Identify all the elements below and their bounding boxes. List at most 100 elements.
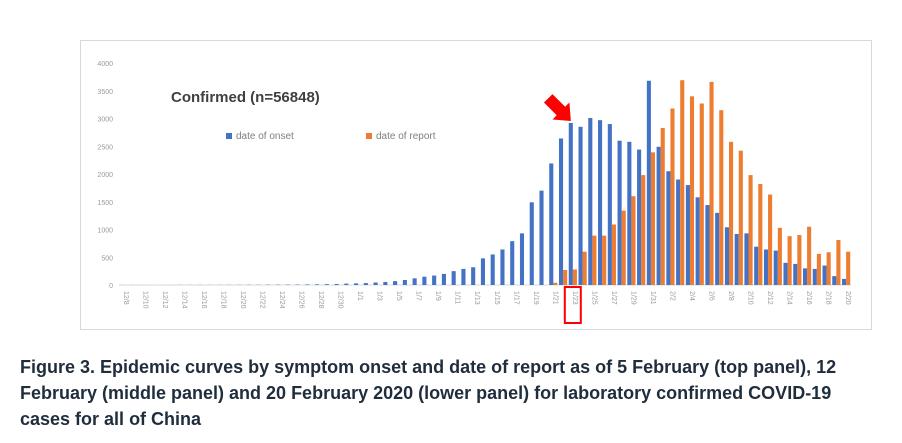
- bar-onset-1-23: [568, 122, 573, 285]
- bar-report-2-15: [797, 235, 802, 285]
- bar-onset-2-19: [832, 276, 837, 285]
- bar-report-2-13: [777, 227, 782, 285]
- x-tick-label: 2/10: [747, 291, 754, 305]
- bar-report-1-25: [592, 235, 597, 285]
- y-tick-label: 3500: [97, 89, 113, 96]
- x-tick-label: 12/18: [219, 291, 226, 309]
- legend-swatch: [226, 133, 232, 139]
- bar-onset-1-25: [588, 117, 593, 285]
- x-tick-label: 12/28: [317, 291, 324, 309]
- x-tick-label: 2/16: [805, 291, 812, 305]
- bar-onset-1-26: [598, 120, 603, 285]
- bar-report-2-7: [719, 110, 724, 286]
- bar-onset-1-3: [373, 282, 378, 285]
- x-tick-label: 12/24: [278, 291, 285, 309]
- x-tick-label: 12/16: [200, 291, 207, 309]
- bar-onset-1-14: [480, 258, 485, 285]
- bar-report-2-4: [689, 96, 695, 285]
- x-tick-label: 1/15: [493, 291, 500, 305]
- bar-report-1-31: [650, 152, 656, 285]
- x-tick-label: 1/13: [473, 291, 480, 305]
- x-tick-label: 1/5: [395, 291, 402, 301]
- bar-report-2-3: [680, 80, 685, 286]
- bar-onset-1-17: [510, 241, 515, 285]
- bar-report-2-11: [758, 183, 763, 285]
- bar-onset-1-4: [383, 281, 388, 285]
- bar-onset-1-12: [461, 268, 466, 285]
- bar-onset-2-10: [744, 233, 749, 285]
- x-tick-label: 12/14: [180, 291, 187, 309]
- bar-onset-12-28: [314, 284, 320, 285]
- bar-report-1-28: [621, 210, 626, 285]
- bar-onset-1-13: [471, 267, 476, 285]
- bar-onset-1-22: [558, 138, 564, 285]
- bar-report-2-8: [729, 141, 734, 285]
- y-tick-label: 2500: [97, 144, 113, 151]
- bar-onset-2-7: [715, 212, 720, 285]
- bar-report-1-22: [563, 270, 568, 285]
- x-tick-label: 1/1: [356, 291, 363, 301]
- bar-report-2-19: [836, 240, 841, 285]
- bar-report-1-26: [602, 235, 607, 285]
- bar-report-2-2: [670, 108, 675, 285]
- bar-report-2-17: [816, 253, 821, 285]
- x-tick-label: 2/6: [707, 291, 714, 301]
- bar-onset-1-29: [627, 141, 632, 285]
- bar-onset-1-2: [363, 283, 368, 285]
- bar-onset-2-8: [724, 227, 729, 285]
- bar-onset-12-30: [334, 284, 339, 285]
- bar-onset-1-18: [519, 233, 525, 285]
- x-tick-label: 12/12: [161, 291, 168, 309]
- x-tick-label: 1/11: [454, 291, 461, 304]
- bar-onset-2-12: [763, 249, 769, 285]
- bar-report-2-12: [768, 194, 773, 285]
- bar-report-2-9: [738, 150, 743, 285]
- bar-report-1-23: [572, 269, 577, 285]
- bar-onset-1-20: [539, 190, 544, 285]
- bar-report-1-21: [553, 282, 558, 285]
- bar-onset-2-20: [842, 278, 847, 285]
- bar-report-1-30: [641, 175, 646, 285]
- x-tick-label: 2/4: [688, 291, 695, 301]
- bar-onset-2-2: [666, 171, 671, 285]
- x-tick-label: 2/8: [727, 291, 734, 301]
- x-tick-label: 2/20: [844, 291, 851, 305]
- bar-onset-1-30: [637, 149, 642, 285]
- bar-onset-12-29: [324, 284, 329, 285]
- bar-onset-2-16: [802, 268, 808, 285]
- bar-onset-2-17: [812, 268, 817, 285]
- bar-report-2-16: [807, 226, 812, 285]
- x-axis: 12/8 12/10 12/12 12/14 12/16 12/18 12/20 12/22 1…: [122, 291, 851, 309]
- x-tick-label: 1/27: [610, 291, 617, 305]
- bar-onset-1-5: [393, 281, 398, 285]
- bar-onset-2-5: [695, 197, 700, 285]
- bar-onset-1-27: [607, 124, 612, 285]
- figure-caption: Figure 3. Epidemic curves by symptom ons…: [20, 357, 837, 429]
- bar-report-1-24: [582, 251, 587, 285]
- bar-onset-1-31: [646, 80, 651, 285]
- x-tick-label: 1/25: [590, 291, 597, 305]
- y-tick-label: 0: [109, 283, 113, 290]
- bar-onset-2-9: [734, 233, 739, 285]
- bar-onset-1-8: [422, 276, 427, 285]
- x-tick-label: 1/19: [532, 291, 539, 305]
- x-tick-label: 2/18: [825, 291, 832, 305]
- bar-onset-1-28: [617, 140, 622, 285]
- bar-report-1-27: [611, 224, 616, 285]
- x-tick-label: 12/8: [122, 291, 129, 305]
- bar-onset-1-1: [354, 283, 359, 285]
- bar-report-2-6: [709, 81, 714, 285]
- y-tick-label: 2000: [97, 172, 113, 179]
- x-tick-label: 1/17: [512, 291, 519, 305]
- x-tick-label: 12/22: [259, 291, 266, 309]
- x-tick-label: 1/7: [415, 291, 422, 301]
- x-tick-label: 1/23: [571, 291, 578, 305]
- bar-onset-1-6: [402, 280, 407, 285]
- bar-onset-1-10: [441, 273, 446, 285]
- y-tick-label: 1500: [97, 200, 113, 207]
- bar-onset-2-11: [754, 246, 759, 285]
- bar-onset-1-16: [500, 249, 505, 285]
- bar-onset-2-15: [793, 263, 798, 285]
- x-tick-label: 1/31: [649, 291, 656, 305]
